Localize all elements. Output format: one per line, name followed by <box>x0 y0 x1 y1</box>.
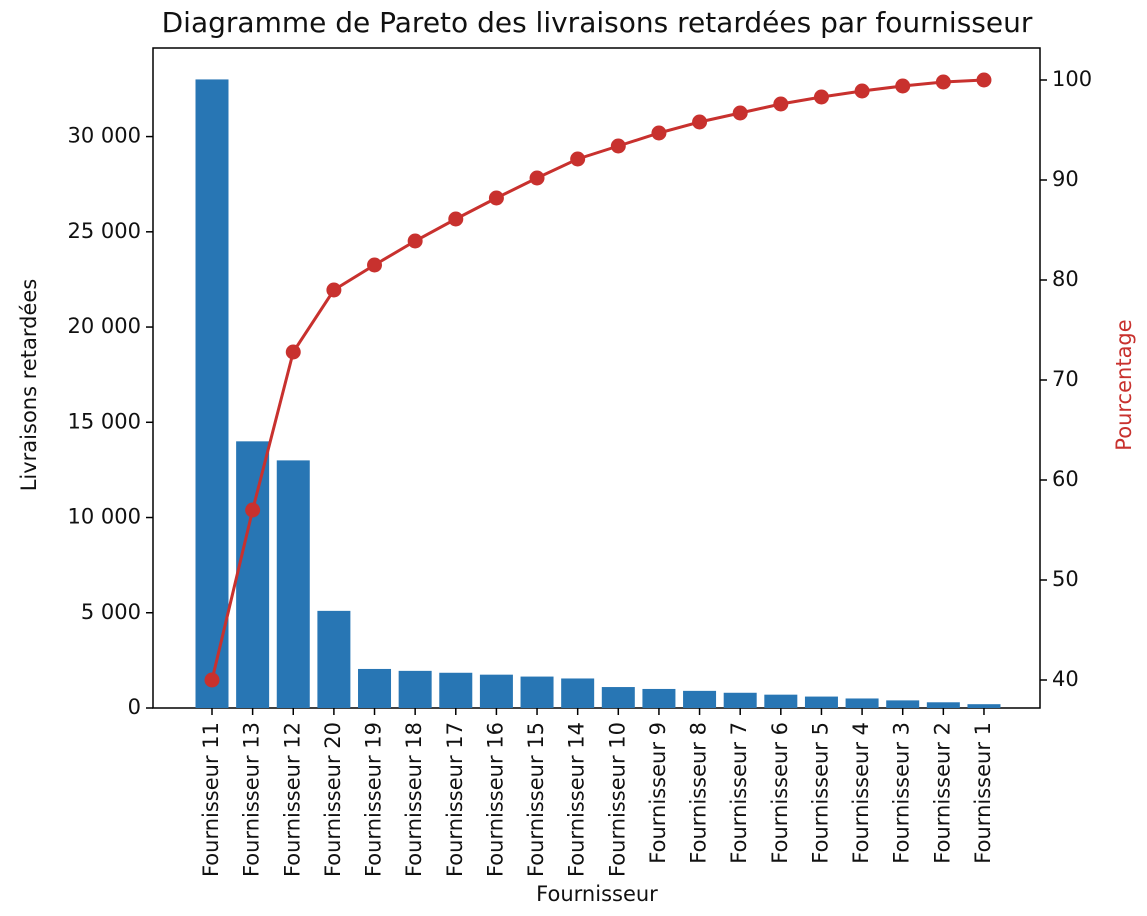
y2-tick-label: 50 <box>1052 567 1079 591</box>
cumulative-point <box>570 151 586 167</box>
chart-title: Diagramme de Pareto des livraisons retar… <box>162 6 1033 39</box>
bar <box>236 441 270 708</box>
bar <box>642 688 676 708</box>
x-tick-label: Fournisseur 6 <box>768 722 792 864</box>
x-tick-label: Fournisseur 19 <box>362 722 386 877</box>
cumulative-point <box>610 138 626 154</box>
cumulative-point <box>813 89 829 105</box>
y2-tick-label: 60 <box>1052 467 1079 491</box>
y-tick-label: 5 000 <box>81 600 141 624</box>
cumulative-point <box>448 211 464 227</box>
bar <box>886 700 920 708</box>
x-tick-label: Fournisseur 18 <box>402 722 426 877</box>
x-axis-label: Fournisseur <box>536 882 658 906</box>
cumulative-point <box>692 114 708 130</box>
cumulative-point <box>367 257 383 273</box>
cumulative-point <box>326 282 342 298</box>
bar <box>561 678 595 708</box>
x-tick-label: Fournisseur 1 <box>971 722 995 864</box>
cumulative-point <box>773 96 789 112</box>
y2-tick-label: 90 <box>1052 167 1079 191</box>
bar <box>439 672 473 708</box>
bar <box>967 704 1001 708</box>
y2-tick-label: 70 <box>1052 367 1079 391</box>
cumulative-point <box>732 105 748 121</box>
bar <box>926 702 960 708</box>
bar <box>601 687 635 708</box>
bar <box>683 690 717 708</box>
cumulative-point <box>204 672 220 688</box>
x-tick-label: Fournisseur 3 <box>890 722 914 864</box>
bar <box>317 610 351 708</box>
y-tick-label: 10 000 <box>68 505 141 529</box>
bar <box>764 694 798 708</box>
bar <box>195 79 229 708</box>
x-tick-label: Fournisseur 20 <box>321 722 345 877</box>
x-tick-label: Fournisseur 15 <box>524 722 548 877</box>
y2-tick-label: 100 <box>1052 67 1092 91</box>
x-tick-label: Fournisseur 9 <box>646 722 670 864</box>
x-tick-label: Fournisseur 16 <box>483 722 507 877</box>
cumulative-point <box>854 83 870 99</box>
y-tick-label: 15 000 <box>68 409 141 433</box>
cumulative-point <box>488 190 504 206</box>
cumulative-point <box>245 502 261 518</box>
y2-tick-label: 40 <box>1052 667 1079 691</box>
cumulative-point <box>407 233 423 249</box>
x-tick-label: Fournisseur 8 <box>687 722 711 864</box>
y-tick-label: 30 000 <box>68 124 141 148</box>
cumulative-line <box>210 78 985 681</box>
x-tick-label: Fournisseur 4 <box>849 722 873 864</box>
y-axis-label: Livraisons retardées <box>17 279 41 492</box>
y-tick-label: 0 <box>128 695 141 719</box>
bar <box>723 692 757 708</box>
x-tick-label: Fournisseur 11 <box>199 722 223 877</box>
x-tick-label: Fournisseur 13 <box>240 722 264 877</box>
x-tick-label: Fournisseur 12 <box>280 722 304 877</box>
y-tick-label: 25 000 <box>68 219 141 243</box>
x-tick-label: Fournisseur 5 <box>808 722 832 864</box>
cumulative-point <box>529 170 545 186</box>
cumulative-point <box>651 125 667 141</box>
y-tick-label: 20 000 <box>68 314 141 338</box>
bar <box>479 674 513 708</box>
bar <box>804 696 838 708</box>
cumulative-point <box>935 74 951 90</box>
plot-frame <box>152 47 1041 709</box>
x-tick-label: Fournisseur 2 <box>930 722 954 864</box>
bar <box>520 676 554 708</box>
cumulative-point <box>976 72 992 88</box>
bar <box>398 670 432 708</box>
y2-axis-label: Pourcentage <box>1112 319 1136 450</box>
x-tick-label: Fournisseur 17 <box>443 722 467 877</box>
bar <box>358 668 392 708</box>
bar <box>276 460 310 708</box>
bar <box>845 698 879 708</box>
cumulative-point <box>895 78 911 94</box>
x-tick-label: Fournisseur 7 <box>727 722 751 864</box>
y2-tick-label: 80 <box>1052 267 1079 291</box>
x-tick-label: Fournisseur 10 <box>605 722 629 877</box>
cumulative-point <box>285 344 301 360</box>
x-tick-label: Fournisseur 14 <box>565 722 589 877</box>
